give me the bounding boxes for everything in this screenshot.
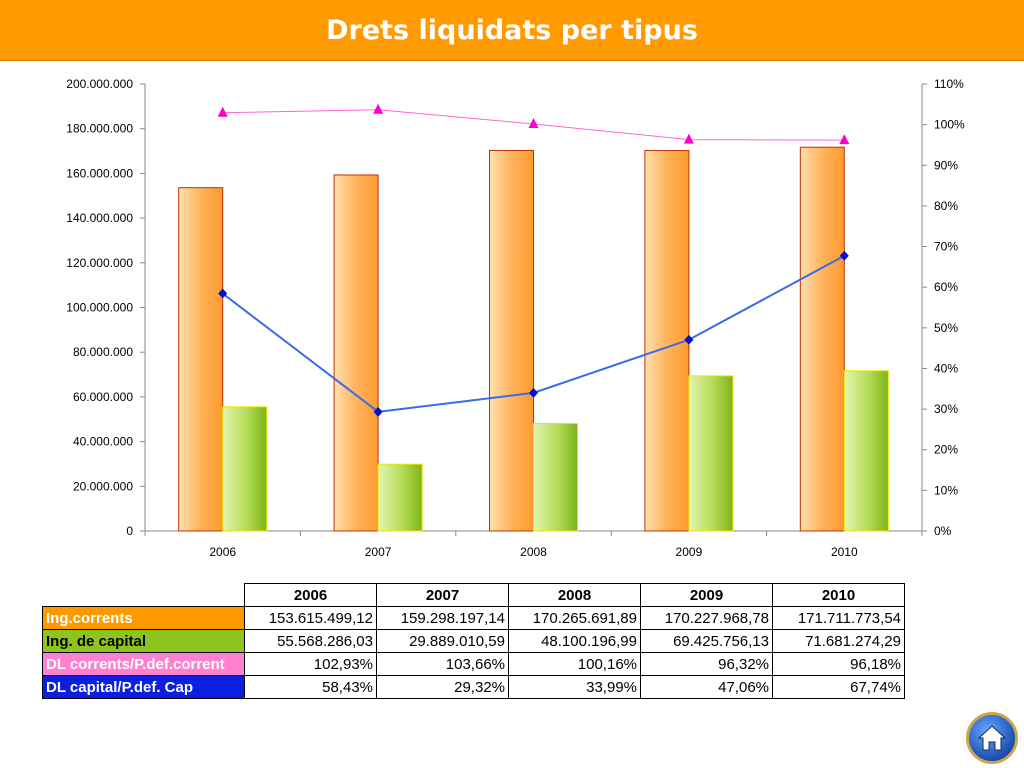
table-header-cell: 2008	[508, 583, 641, 607]
point-diamond	[839, 250, 849, 261]
point-diamond	[529, 387, 538, 398]
point-diamond	[218, 288, 228, 299]
x-tick-label: 2009	[676, 545, 703, 559]
table-cell: 29,32%	[376, 675, 509, 699]
y-left-tick-label: 140.000.000	[66, 211, 133, 225]
table-header-row: 2006 2007 2008 2009 2010	[43, 583, 905, 607]
table-header-cell: 2007	[376, 583, 509, 607]
y-right-tick-label: 80%	[934, 199, 958, 213]
bar-ing-corrents	[333, 174, 379, 532]
y-right-tick-label: 110%	[934, 77, 964, 91]
table-cell: 96,32%	[640, 652, 773, 676]
x-tick-label: 2007	[365, 545, 392, 559]
table-cell: 100,16%	[508, 652, 641, 676]
y-left-tick-label: 200.000.000	[66, 77, 133, 91]
home-icon	[977, 725, 1007, 751]
point-diamond	[373, 406, 383, 417]
table-cell: 170.265.691,89	[508, 606, 641, 630]
point-triangle	[683, 133, 694, 144]
bar-ing-capital	[533, 422, 578, 532]
table-corner	[43, 584, 245, 607]
y-left-tick-label: 40.000.000	[73, 435, 133, 449]
bar-ing-capital	[222, 406, 268, 532]
y-left-tick-label: 60.000.000	[73, 390, 133, 404]
table-header-cell: 2006	[244, 583, 377, 607]
y-right-tick-label: 90%	[934, 158, 958, 172]
table-cell: 33,99%	[508, 675, 641, 699]
table-cell: 102,93%	[244, 652, 377, 676]
table-cell: 103,66%	[376, 652, 509, 676]
axis-labels: 0 20.000.000 40.000.000 60.000.000 80.000.00…	[66, 77, 965, 559]
y-left-tick-label: 20.000.000	[73, 479, 133, 493]
bar-ing-corrents	[799, 146, 845, 532]
y-right-tick-label: 50%	[934, 321, 958, 335]
bar-ing-corrents	[644, 150, 690, 532]
y-right-tick-label: 40%	[934, 361, 958, 375]
table-cell: 171.711.773,54	[772, 606, 905, 630]
home-button[interactable]	[966, 712, 1018, 764]
combo-chart: 0 20.000.000 40.000.000 60.000.000 80.000.00…	[66, 77, 965, 559]
bar-series	[178, 146, 889, 532]
row-label-ing-capital: Ing. de capital	[42, 629, 245, 653]
table-cell: 47,06%	[640, 675, 773, 699]
table-cell: 71.681.274,29	[772, 629, 905, 653]
table-cell: 170.227.968,78	[640, 606, 773, 630]
table-cell: 29.889.010,59	[376, 629, 509, 653]
point-triangle	[373, 103, 384, 114]
table-cell: 67,74%	[772, 675, 905, 699]
y-right-tick-label: 10%	[934, 483, 958, 497]
table-header-cell: 2009	[640, 583, 773, 607]
point-diamond	[684, 334, 694, 345]
y-left-tick-label: 0	[126, 524, 133, 538]
table-row: DL capital/P.def. Cap 58,43% 29,32% 33,9…	[42, 675, 905, 699]
title-bar: Drets liquidats per tipus	[0, 0, 1024, 61]
x-tick-label: 2008	[520, 545, 547, 559]
x-tick-label: 2006	[209, 545, 236, 559]
table-cell: 153.615.499,12	[244, 606, 377, 630]
line-series	[217, 103, 850, 417]
row-label-dl-corrents: DL corrents/P.def.corrent	[42, 652, 245, 676]
y-right-tick-label: 20%	[934, 443, 958, 457]
table-row: Ing.corrents 153.615.499,12 159.298.197,…	[42, 606, 905, 630]
bar-ing-corrents	[489, 149, 534, 532]
table-cell: 159.298.197,14	[376, 606, 509, 630]
data-table: 2006 2007 2008 2009 2010 Ing.corrents 15…	[42, 583, 905, 699]
y-right-tick-label: 60%	[934, 280, 958, 294]
x-tick-label: 2010	[831, 545, 858, 559]
bar-ing-capital	[688, 375, 734, 532]
table-cell: 55.568.286,03	[244, 629, 377, 653]
table-cell: 58,43%	[244, 675, 377, 699]
bar-ing-capital	[843, 370, 889, 532]
table-row: Ing. de capital 55.568.286,03 29.889.010…	[42, 629, 905, 653]
y-left-tick-label: 120.000.000	[66, 256, 133, 270]
table-header-cell: 2010	[772, 583, 905, 607]
bar-ing-capital	[377, 463, 423, 532]
table-cell: 48.100.196,99	[508, 629, 641, 653]
y-left-tick-label: 80.000.000	[73, 345, 133, 359]
y-right-tick-label: 70%	[934, 240, 958, 254]
slide-title: Drets liquidats per tipus	[326, 14, 698, 46]
table-cell: 96,18%	[772, 652, 905, 676]
y-left-tick-label: 160.000.000	[66, 166, 133, 180]
row-label-ing-corrents: Ing.corrents	[42, 606, 245, 630]
point-triangle	[839, 134, 850, 145]
table-cell: 69.425.756,13	[640, 629, 773, 653]
bar-ing-corrents	[178, 187, 224, 532]
y-right-tick-label: 0%	[934, 524, 952, 538]
table-row: DL corrents/P.def.corrent 102,93% 103,66…	[42, 652, 905, 676]
y-right-tick-label: 30%	[934, 402, 958, 416]
point-triangle	[528, 117, 539, 128]
y-left-tick-label: 180.000.000	[66, 122, 133, 136]
y-left-tick-label: 100.000.000	[66, 301, 133, 315]
point-triangle	[217, 106, 228, 117]
row-label-dl-capital: DL capital/P.def. Cap	[42, 675, 245, 699]
y-right-tick-label: 100%	[934, 118, 965, 132]
